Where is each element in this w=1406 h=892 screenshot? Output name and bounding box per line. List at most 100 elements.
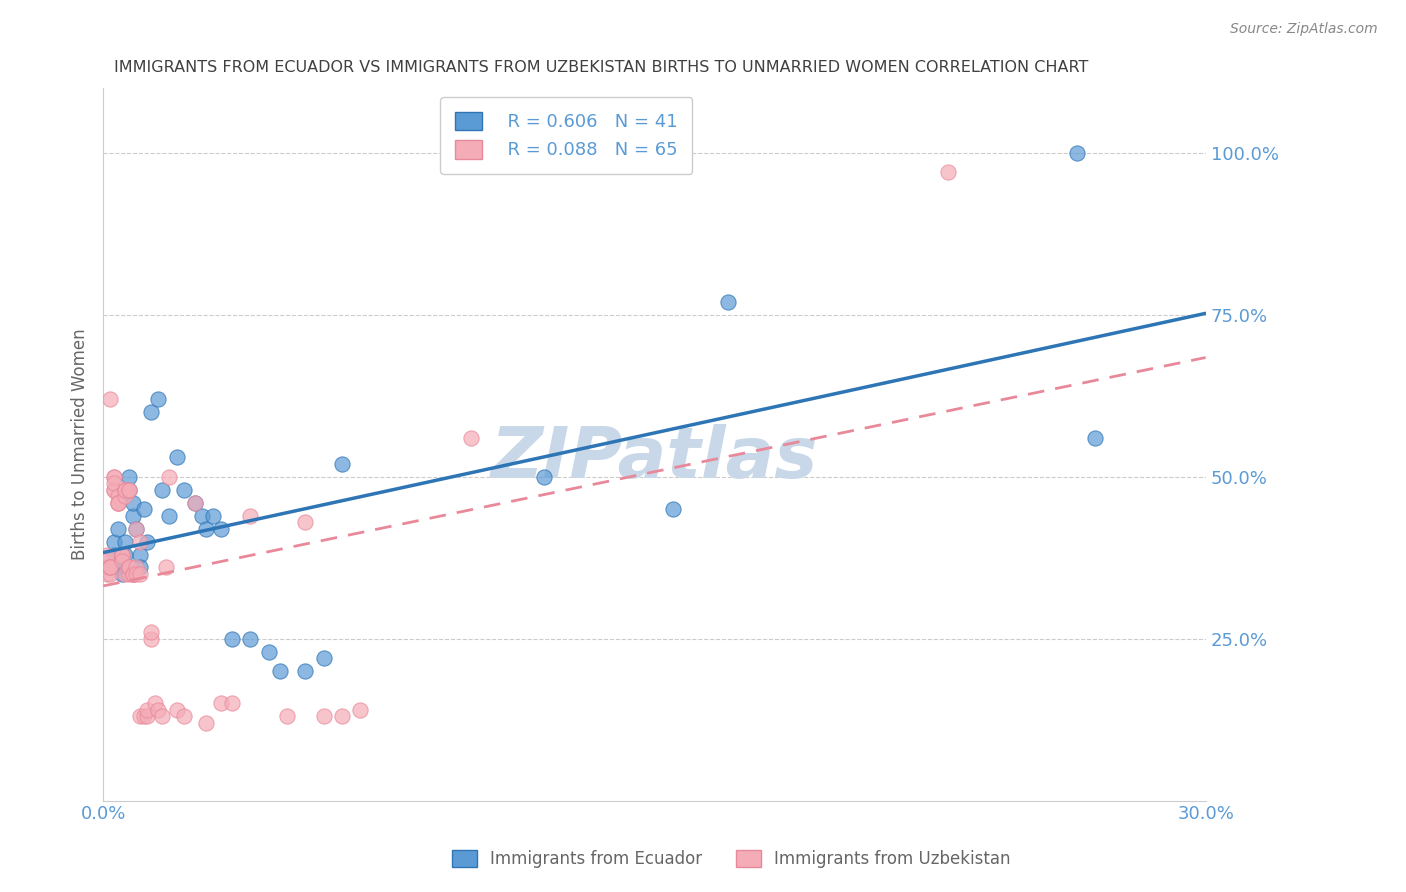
Point xyxy=(139,625,162,640)
Point xyxy=(533,470,555,484)
Point xyxy=(96,554,118,568)
Point xyxy=(103,483,125,497)
Point xyxy=(125,522,148,536)
Point xyxy=(96,560,118,574)
Point xyxy=(125,522,148,536)
Point xyxy=(139,405,162,419)
Text: ZIPatlas: ZIPatlas xyxy=(491,425,818,493)
Point xyxy=(221,632,243,646)
Point xyxy=(118,483,141,497)
Point xyxy=(184,496,207,510)
Point xyxy=(157,470,180,484)
Point xyxy=(209,697,232,711)
Point xyxy=(114,483,136,497)
Point xyxy=(173,709,195,723)
Legend:   R = 0.606   N = 41,   R = 0.088   N = 65: R = 0.606 N = 41, R = 0.088 N = 65 xyxy=(440,97,692,174)
Point xyxy=(103,483,125,497)
Point xyxy=(103,548,125,562)
Point xyxy=(118,483,141,497)
Point xyxy=(132,709,155,723)
Point xyxy=(103,476,125,491)
Point xyxy=(121,566,143,581)
Point xyxy=(114,489,136,503)
Point xyxy=(938,165,960,179)
Point xyxy=(118,566,141,581)
Point xyxy=(128,534,150,549)
Point xyxy=(132,502,155,516)
Point xyxy=(312,709,335,723)
Point xyxy=(121,566,143,581)
Point xyxy=(157,508,180,523)
Y-axis label: Births to Unmarried Women: Births to Unmarried Women xyxy=(72,328,89,560)
Point xyxy=(107,489,129,503)
Point xyxy=(294,515,316,529)
Point xyxy=(349,703,371,717)
Point xyxy=(136,703,159,717)
Point xyxy=(269,664,291,678)
Point xyxy=(103,470,125,484)
Point xyxy=(100,560,122,574)
Legend: Immigrants from Ecuador, Immigrants from Uzbekistan: Immigrants from Ecuador, Immigrants from… xyxy=(446,843,1017,875)
Point xyxy=(184,496,207,510)
Point xyxy=(136,534,159,549)
Point xyxy=(330,457,353,471)
Text: Source: ZipAtlas.com: Source: ZipAtlas.com xyxy=(1230,22,1378,37)
Point xyxy=(166,450,188,465)
Point xyxy=(100,392,122,406)
Point xyxy=(173,483,195,497)
Point xyxy=(118,560,141,574)
Point xyxy=(107,496,129,510)
Text: IMMIGRANTS FROM ECUADOR VS IMMIGRANTS FROM UZBEKISTAN BIRTHS TO UNMARRIED WOMEN : IMMIGRANTS FROM ECUADOR VS IMMIGRANTS FR… xyxy=(114,60,1088,75)
Point xyxy=(128,709,150,723)
Point xyxy=(110,548,132,562)
Point xyxy=(118,560,141,574)
Point xyxy=(121,496,143,510)
Point xyxy=(143,697,166,711)
Point xyxy=(121,566,143,581)
Point xyxy=(1084,431,1107,445)
Point xyxy=(276,709,298,723)
Point xyxy=(110,548,132,562)
Point xyxy=(1066,146,1088,161)
Point xyxy=(150,483,173,497)
Point xyxy=(191,508,214,523)
Point xyxy=(100,560,122,574)
Point xyxy=(139,632,162,646)
Point xyxy=(125,560,148,574)
Point xyxy=(107,496,129,510)
Point xyxy=(166,703,188,717)
Point xyxy=(717,295,740,310)
Point xyxy=(148,703,170,717)
Point xyxy=(100,566,122,581)
Point xyxy=(294,664,316,678)
Point xyxy=(136,709,159,723)
Point xyxy=(128,548,150,562)
Point xyxy=(128,566,150,581)
Point xyxy=(114,534,136,549)
Point xyxy=(96,548,118,562)
Point xyxy=(221,697,243,711)
Point xyxy=(110,548,132,562)
Point xyxy=(312,651,335,665)
Point xyxy=(239,632,262,646)
Point xyxy=(209,522,232,536)
Point xyxy=(118,470,141,484)
Point xyxy=(114,483,136,497)
Point xyxy=(107,522,129,536)
Point xyxy=(460,431,482,445)
Point xyxy=(195,715,218,730)
Point xyxy=(103,534,125,549)
Point xyxy=(118,483,141,497)
Point xyxy=(107,496,129,510)
Point xyxy=(195,522,218,536)
Point xyxy=(125,566,148,581)
Point xyxy=(103,470,125,484)
Point xyxy=(155,560,177,574)
Point xyxy=(661,502,683,516)
Point xyxy=(150,709,173,723)
Point xyxy=(107,560,129,574)
Point xyxy=(100,560,122,574)
Point xyxy=(128,560,150,574)
Point xyxy=(110,554,132,568)
Point xyxy=(330,709,353,723)
